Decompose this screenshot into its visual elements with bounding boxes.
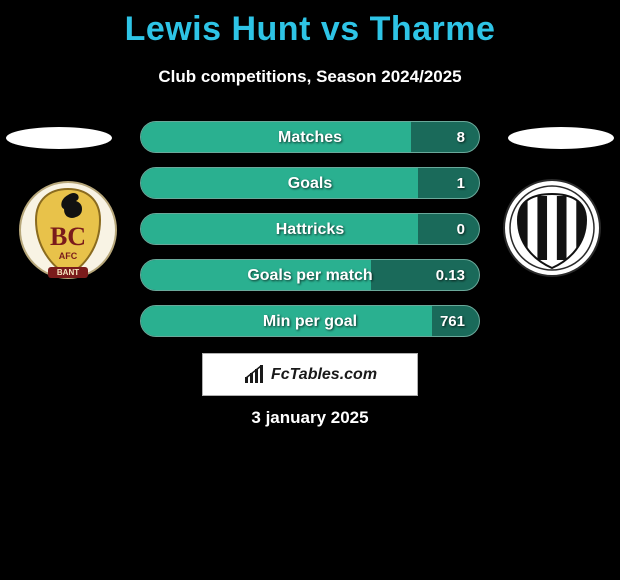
bars-icon <box>243 365 267 385</box>
stat-value-right: 1 <box>457 168 465 199</box>
svg-text:BC: BC <box>50 222 86 251</box>
brand-box[interactable]: FcTables.com <box>202 353 418 396</box>
stat-label: Hattricks <box>141 214 479 245</box>
stat-value-right: 8 <box>457 122 465 153</box>
club-badge-right <box>502 178 602 278</box>
stat-label: Goals <box>141 168 479 199</box>
page-title: Lewis Hunt vs Tharme <box>0 0 620 49</box>
stat-row: Min per goal761 <box>140 305 480 337</box>
stat-row: Hattricks0 <box>140 213 480 245</box>
date-label: 3 january 2025 <box>0 408 620 428</box>
club-badge-left: BC AFC BANT <box>18 180 118 280</box>
player-left-marker <box>6 127 112 149</box>
season-subtitle: Club competitions, Season 2024/2025 <box>0 67 620 87</box>
player-right-marker <box>508 127 614 149</box>
stat-value-right: 761 <box>440 306 465 337</box>
stat-value-right: 0 <box>457 214 465 245</box>
stats-table: Matches8Goals1Hattricks0Goals per match0… <box>140 121 480 351</box>
stat-row: Goals per match0.13 <box>140 259 480 291</box>
stat-row: Matches8 <box>140 121 480 153</box>
svg-text:BANT: BANT <box>57 268 79 277</box>
stat-label: Min per goal <box>141 306 479 337</box>
svg-text:AFC: AFC <box>59 251 78 261</box>
stat-label: Matches <box>141 122 479 153</box>
brand-text: FcTables.com <box>271 366 377 384</box>
stat-row: Goals1 <box>140 167 480 199</box>
stat-label: Goals per match <box>141 260 479 291</box>
stat-value-right: 0.13 <box>436 260 465 291</box>
